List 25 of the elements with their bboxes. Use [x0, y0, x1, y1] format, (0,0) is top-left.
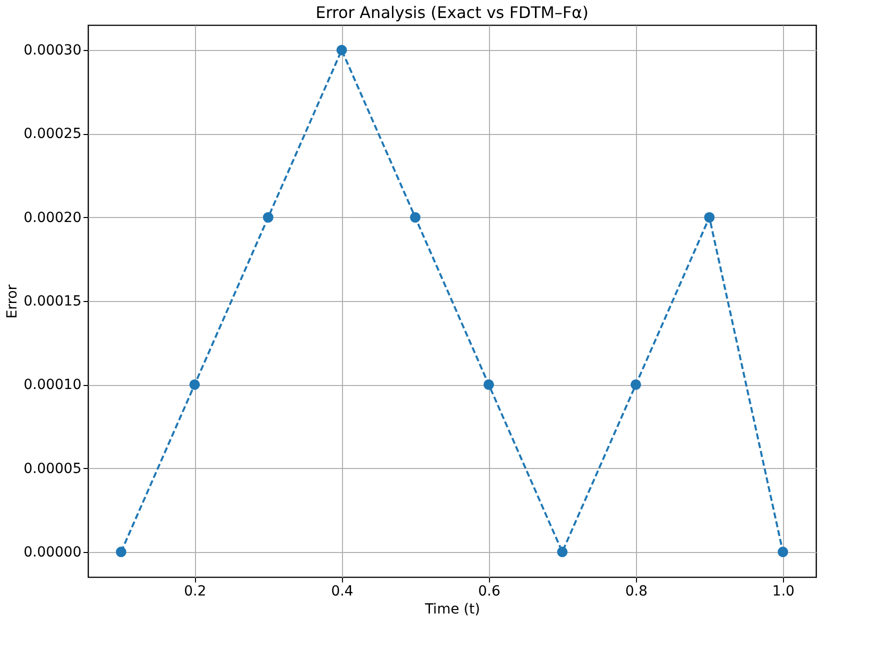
y-tick-label: 0.00005: [24, 460, 82, 477]
y-tick-label: 0.00025: [24, 126, 82, 142]
point: [484, 379, 494, 390]
y-tick-label: 0.00000: [24, 544, 82, 560]
y-tick-label: 0.00015: [24, 294, 82, 310]
point: [189, 379, 200, 390]
x-tick-label: 0.4: [331, 584, 354, 600]
y-axis-title: Error: [4, 284, 21, 319]
y-tick-label: 0.00010: [24, 377, 82, 394]
x-tick-label: 0.8: [625, 584, 648, 600]
x-tick-label: 0.2: [184, 584, 206, 600]
x-tick-label: 1.0: [772, 584, 795, 600]
y-tick-label: 0.00030: [24, 42, 82, 59]
point: [778, 546, 788, 558]
point: [336, 44, 347, 56]
point: [557, 546, 568, 558]
point: [704, 212, 715, 223]
y-tick-label: 0.00020: [24, 210, 82, 226]
point: [410, 212, 420, 223]
x-axis-title: Time (t): [424, 602, 480, 618]
point: [630, 379, 642, 390]
point: [262, 212, 274, 223]
point: [116, 546, 126, 558]
chart-title: Error Analysis (Exact vs FDTM–Fα): [316, 3, 588, 22]
x-tick-label: 0.6: [478, 584, 500, 600]
